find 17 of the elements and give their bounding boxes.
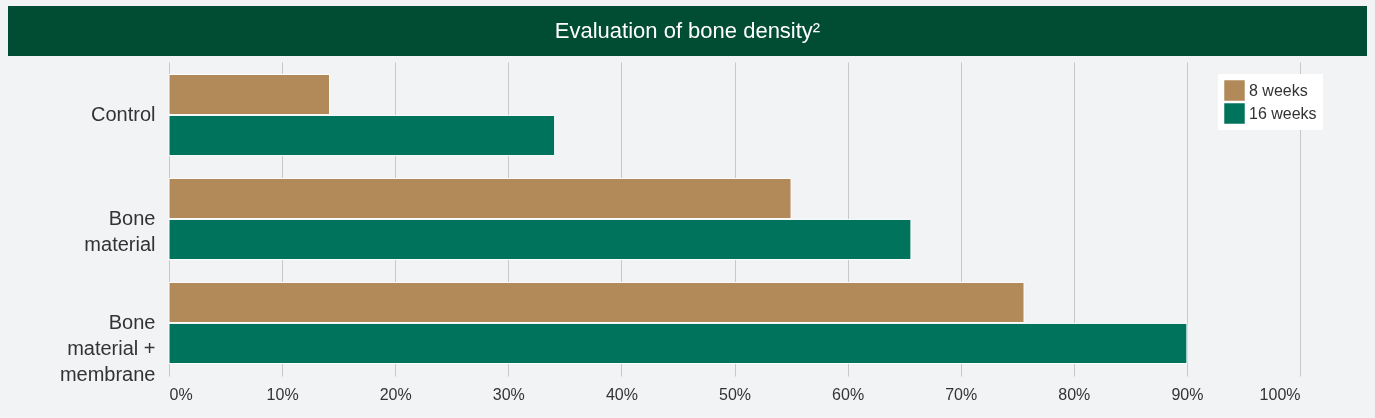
x-tick-label: 10% <box>266 385 299 403</box>
y-tick-label: Control <box>91 103 156 126</box>
x-tick-label: 70% <box>945 385 978 403</box>
x-tick-label: 30% <box>492 385 525 403</box>
x-tick-label: 40% <box>605 385 638 403</box>
y-tick-label: Bone material + membrane <box>59 310 156 385</box>
x-tick-label: 60% <box>832 385 865 403</box>
x-tick-label: 20% <box>379 385 412 403</box>
x-tick-label: 90% <box>1171 385 1204 403</box>
chart-title: Evaluation of bone density² <box>554 18 821 43</box>
y-tick-label: Bone material <box>84 207 156 255</box>
x-tick-label: 0% <box>169 385 193 403</box>
x-tick-label: 100% <box>1259 385 1301 403</box>
x-tick-label: 50% <box>718 385 752 403</box>
legend-label: 16 weeks <box>1249 104 1317 122</box>
legend-label: 8 weeks <box>1249 81 1308 99</box>
x-tick-label: 80% <box>1058 385 1091 403</box>
